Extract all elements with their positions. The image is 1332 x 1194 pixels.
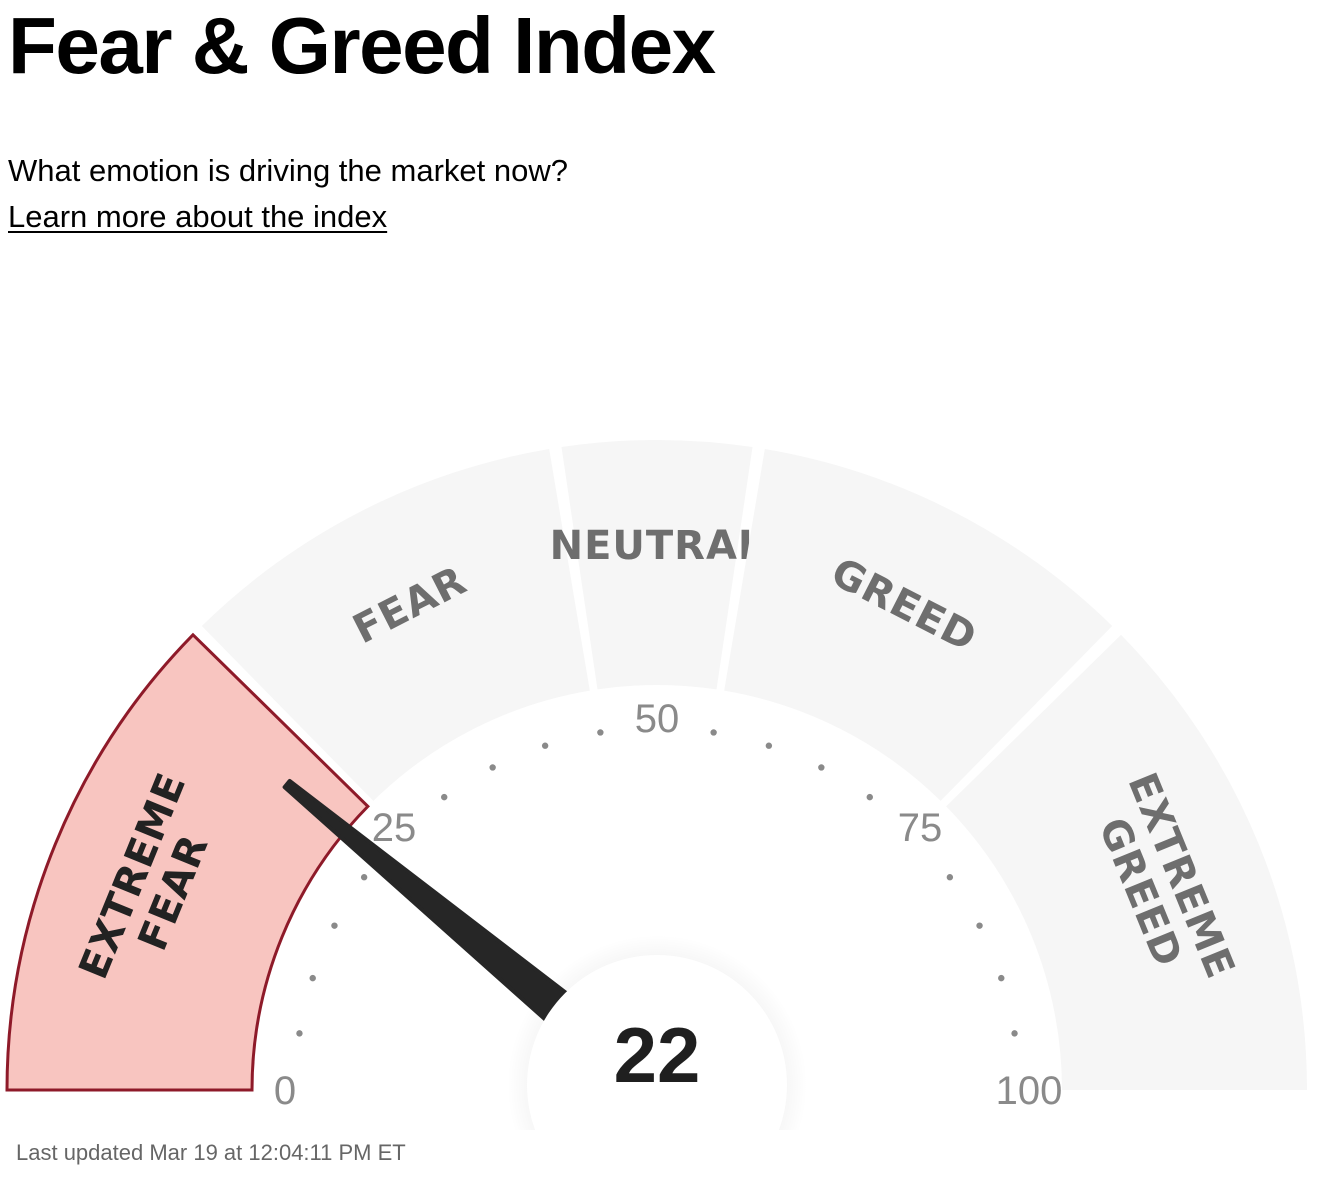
- tick-dot: [541, 742, 549, 749]
- page-title: Fear & Greed Index: [8, 1, 716, 90]
- zone-greed: GREED: [724, 449, 1113, 801]
- tick-dot: [1011, 1030, 1018, 1037]
- tick-dot: [765, 742, 773, 749]
- zone-extreme-greed: EXTREMEGREED: [946, 634, 1307, 1090]
- gauge-needle: [282, 778, 572, 1024]
- gauge-score: 22: [614, 1011, 701, 1099]
- tick-dot: [866, 793, 873, 801]
- zone-fear: FEAR: [201, 449, 590, 801]
- tick-label-75: 75: [898, 806, 943, 850]
- tick-label-25: 25: [372, 806, 417, 850]
- tick-dot: [309, 974, 316, 982]
- zone-neutral-segment: [561, 439, 753, 690]
- tick-dot: [360, 874, 368, 881]
- gauge-needle-group: 22: [282, 778, 807, 1130]
- page-subtitle: What emotion is driving the market now?: [8, 153, 568, 188]
- tick-dot: [296, 1030, 303, 1037]
- tick-dot: [998, 974, 1005, 982]
- tick-dot: [597, 729, 604, 736]
- tick-dot: [710, 729, 717, 736]
- learn-more-link[interactable]: Learn more about the index: [8, 199, 388, 234]
- gauge-hub: [527, 955, 787, 1130]
- zone-extreme-greed-segment: [946, 634, 1307, 1090]
- zone-neutral: NEUTRAL: [550, 439, 765, 690]
- fear-greed-gauge: EXTREMEFEARFEARNEUTRALGREEDEXTREMEGREED …: [5, 439, 1307, 1130]
- tick-dot: [489, 764, 496, 771]
- tick-label-0: 0: [274, 1069, 296, 1113]
- zone-fear-segment: [201, 449, 590, 801]
- tick-label-50: 50: [635, 697, 680, 741]
- zone-neutral-label: NEUTRAL: [550, 523, 765, 569]
- gauge-ticks: 0 25 50 75 100: [274, 697, 1063, 1113]
- zone-extreme-fear-segment: [5, 632, 371, 1092]
- zone-extreme-fear: EXTREMEFEAR: [5, 632, 371, 1092]
- tick-dot: [946, 874, 954, 881]
- last-updated-text: Last updated Mar 19 at 12:04:11 PM ET: [16, 1140, 406, 1165]
- tick-dot: [331, 922, 338, 929]
- tick-dot: [818, 764, 825, 771]
- tick-dot: [976, 922, 983, 929]
- tick-dot: [441, 793, 448, 801]
- tick-label-100: 100: [996, 1069, 1063, 1113]
- zone-greed-segment: [724, 449, 1113, 801]
